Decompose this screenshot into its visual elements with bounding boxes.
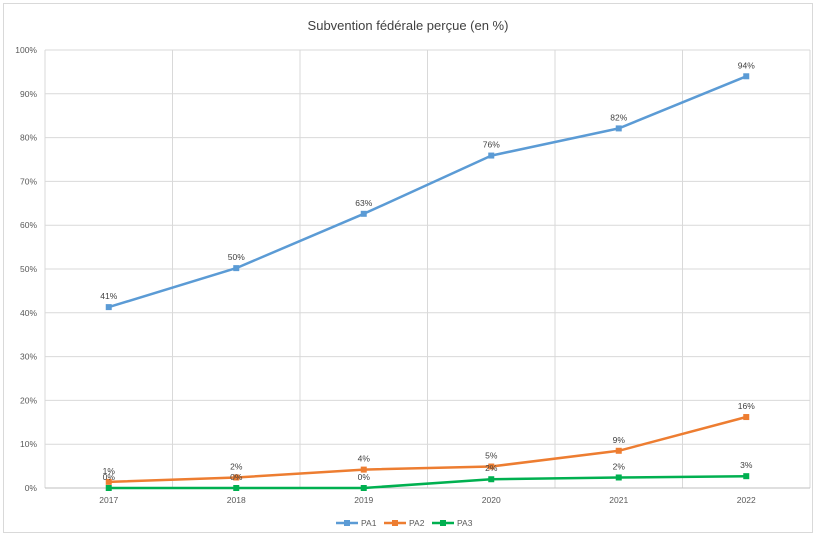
data-point-pa1 [360,210,367,217]
data-label-pa3: 0% [230,472,243,482]
data-label-pa2: 5% [485,451,498,461]
data-point-pa2 [360,466,367,473]
legend-label-pa3: PA3 [457,518,473,528]
data-point-pa2 [105,478,112,485]
data-label-layer: 41%50%63%76%82%94%1% 2%4% 5%9%16%0% 0% 0%2% 2… [100,60,755,482]
chart-title: Subvention fédérale perçue (en %) [307,18,509,33]
x-tick-label: 2018 [227,495,246,505]
data-label-pa3: 0% [358,472,371,482]
data-point-pa3 [615,474,622,481]
data-label-pa1: 94% [738,60,755,70]
data-point-pa2 [233,474,240,481]
x-tick-label: 2021 [609,495,628,505]
data-label-pa2: 4% [358,454,371,464]
data-point-pa3 [743,473,750,480]
x-tick-label: 2017 [99,495,118,505]
grid-layer [44,49,811,489]
series-line-pa3 [108,474,747,490]
x-tick-label: 2022 [737,495,756,505]
series-line-pa1 [108,75,747,309]
data-label-pa2: 2% [230,461,243,471]
y-tick-label: 10% [20,439,37,449]
data-label-pa1: 63% [355,198,372,208]
data-point-pa3 [233,485,240,491]
data-label-pa3: 0% [103,472,116,482]
data-label-pa1: 41% [100,291,117,301]
y-tick-label: 90% [20,89,37,99]
x-tick-label: 2020 [482,495,501,505]
data-label-pa2: 1% [103,466,116,476]
data-point-pa1 [233,265,240,272]
y-tick-label: 70% [20,176,37,186]
legend-label-pa1: PA1 [361,518,377,528]
legend-label-pa2: PA2 [409,518,425,528]
data-label-pa1: 50% [228,252,245,262]
legend: PA1 PA2 PA3 [336,518,473,528]
data-label-pa3: 2% [613,461,626,471]
data-point-pa2 [615,447,622,454]
data-label-pa1: 82% [610,112,627,122]
legend-marker-pa3 [440,520,446,526]
data-point-pa2 [488,463,495,470]
y-tick-label: 80% [20,133,37,143]
legend-marker-pa1 [344,520,350,526]
data-point-pa1 [743,73,750,80]
data-label-pa3: 3% [740,460,753,470]
data-point-pa1 [488,152,495,159]
data-point-pa3 [488,476,495,483]
series-layer [105,73,750,491]
y-tick-label: 20% [20,395,37,405]
y-tick-label: 30% [20,352,37,362]
data-point-pa2 [743,414,750,421]
data-label-pa1: 76% [483,140,500,150]
y-tick-label: 0% [25,483,38,493]
y-tick-label: 40% [20,308,37,318]
axis-layer: 0% 10% 20% 30% 40% 50% 60% 70% 80% 90% 100% 2017 201… [15,45,810,505]
data-label-pa2: 16% [738,401,755,411]
data-point-pa3 [105,485,112,491]
data-point-pa3 [360,485,367,491]
legend-marker-pa2 [392,520,398,526]
y-tick-label: 60% [20,220,37,230]
y-tick-label: 50% [20,264,37,274]
series-line-pa2 [108,415,747,484]
data-point-pa1 [615,125,622,132]
data-point-pa1 [105,304,112,311]
data-label-pa2: 9% [613,435,626,445]
data-label-pa3: 2% [485,463,498,473]
x-tick-label: 2019 [354,495,373,505]
y-tick-label: 100% [15,45,37,55]
